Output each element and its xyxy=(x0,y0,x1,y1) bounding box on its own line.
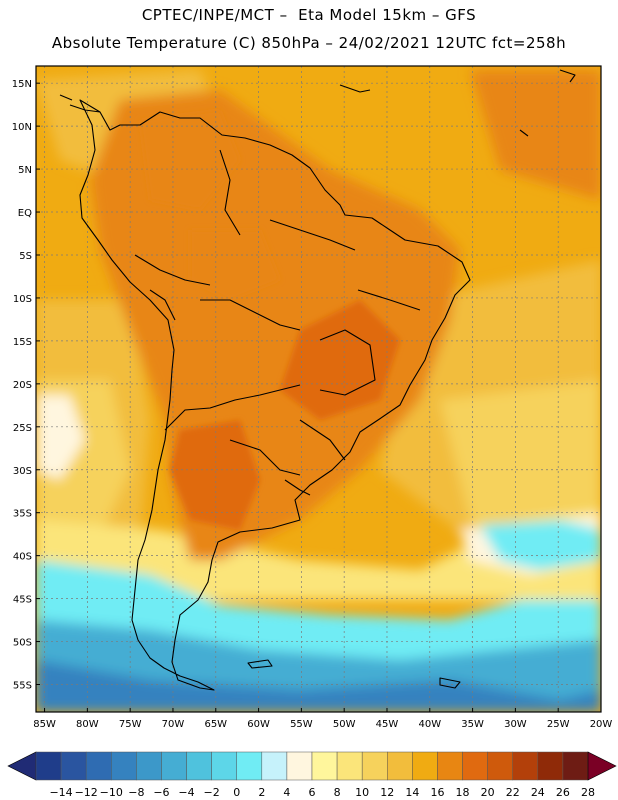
longitude-label: 40W xyxy=(418,719,441,730)
colorbar-swatch xyxy=(512,751,539,781)
colorbar-label: 16 xyxy=(430,786,444,799)
latitude-label: 30S xyxy=(13,466,32,477)
colorbar-swatch xyxy=(136,751,162,781)
longitude-label: 85W xyxy=(33,719,56,730)
colorbar-swatch xyxy=(437,751,463,781)
latitude-label: 35S xyxy=(13,509,32,520)
colorbar-swatch xyxy=(261,751,288,781)
longitude-label: 30W xyxy=(504,719,527,730)
latitude-label: EQ xyxy=(18,208,32,219)
temperature-region xyxy=(36,510,601,600)
longitude-label: 55W xyxy=(290,719,313,730)
colorbar-label: 14 xyxy=(405,786,419,799)
colorbar-label: 2 xyxy=(258,786,265,799)
colorbar-label: 18 xyxy=(456,786,470,799)
title-line-2: Absolute Temperature (C) 850hPa – 24/02/… xyxy=(51,34,567,52)
lat-lon-grid xyxy=(36,66,601,712)
colorbar-label: −6 xyxy=(153,786,169,799)
colorbar-label: 20 xyxy=(481,786,495,799)
colorbar-label: −10 xyxy=(100,786,123,799)
latitude-label: 25S xyxy=(13,423,32,434)
latitude-label: 40S xyxy=(13,552,32,563)
colorbar-swatch xyxy=(161,751,187,781)
colorbar: −14 −12 −10 −8 −6 −4 −2 0 2 4 6 8 10 12 14 16 18 20 22 24 26… xyxy=(7,751,617,799)
latitude-label: 5S xyxy=(19,251,32,262)
colorbar-label: 8 xyxy=(334,786,341,799)
colorbar-label: 0 xyxy=(233,786,240,799)
colorbar-label: 26 xyxy=(556,786,570,799)
longitude-label: 60W xyxy=(247,719,270,730)
longitude-label: 50W xyxy=(333,719,356,730)
colorbar-swatch xyxy=(35,751,62,781)
colorbar-label: 12 xyxy=(380,786,394,799)
colorbar-label: −8 xyxy=(128,786,144,799)
colorbar-label: −2 xyxy=(204,786,220,799)
latitude-label: 50S xyxy=(13,638,32,649)
longitude-label: 80W xyxy=(76,719,99,730)
temperature-region xyxy=(480,520,601,570)
latitude-label: 10N xyxy=(12,122,32,133)
temperature-field xyxy=(36,66,601,712)
colorbar-label: 4 xyxy=(283,786,290,799)
latitude-label: 55S xyxy=(13,681,32,692)
temperature-region xyxy=(190,230,280,300)
temperature-region xyxy=(280,300,400,420)
colorbar-swatch xyxy=(537,751,564,781)
colorbar-swatch xyxy=(186,751,212,781)
colorbar-swatch xyxy=(236,751,263,781)
colorbar-swatch xyxy=(361,751,388,781)
colorbar-label: −14 xyxy=(49,786,72,799)
temperature-region xyxy=(170,420,260,530)
colorbar-label: 28 xyxy=(581,786,595,799)
longitude-label: 65W xyxy=(204,719,227,730)
colorbar-under-arrow xyxy=(7,751,37,781)
colorbar-swatch xyxy=(412,751,438,781)
colorbar-label: 24 xyxy=(531,786,545,799)
colorbar-swatch xyxy=(111,751,137,781)
longitude-label: 35W xyxy=(461,719,484,730)
longitude-label: 75W xyxy=(119,719,142,730)
longitude-label: 70W xyxy=(162,719,185,730)
colorbar-swatch xyxy=(562,751,589,781)
colorbar-swatch xyxy=(286,751,313,781)
colorbar-swatch xyxy=(336,751,363,781)
colorbar-swatch xyxy=(311,751,338,781)
title-line-1: CPTEC/INPE/MCT – Eta Model 15km – GFS xyxy=(141,6,477,24)
latitude-label: 15N xyxy=(12,79,32,90)
longitude-label: 25W xyxy=(547,719,570,730)
colorbar-label: 6 xyxy=(309,786,316,799)
latitude-label: 20S xyxy=(13,380,32,391)
latitude-axis: 15N 10N 5N EQ 5S 10S 15S 20S 25S 30S 35S 40S 45S 50S 5… xyxy=(12,79,40,692)
colorbar-swatch xyxy=(462,751,488,781)
colorbar-swatch xyxy=(387,751,413,781)
coastlines xyxy=(59,69,576,691)
map-frame xyxy=(35,65,602,713)
latitude-label: 5N xyxy=(18,165,32,176)
temperature-region xyxy=(36,660,601,712)
longitude-label: 45W xyxy=(376,719,399,730)
colorbar-swatch xyxy=(85,751,112,781)
latitude-label: 15S xyxy=(13,337,32,348)
colorbar-swatch xyxy=(211,751,237,781)
longitude-axis: 85W 80W 75W 70W 65W 60W 55W 50W 45W 40W 35W 30W 25W 2… xyxy=(33,708,612,730)
colorbar-label: 10 xyxy=(355,786,369,799)
colorbar-swatch xyxy=(60,751,87,781)
colorbar-label: −12 xyxy=(75,786,98,799)
temperature-region xyxy=(470,70,601,200)
longitude-label: 20W xyxy=(590,719,613,730)
colorbar-swatch xyxy=(487,751,513,781)
colorbar-label: −4 xyxy=(178,786,194,799)
temperature-region xyxy=(36,395,85,480)
temperature-region xyxy=(140,110,240,210)
colorbar-label: 22 xyxy=(506,786,520,799)
latitude-label: 10S xyxy=(13,294,32,305)
latitude-label: 45S xyxy=(13,595,32,606)
colorbar-over-arrow xyxy=(587,751,617,781)
